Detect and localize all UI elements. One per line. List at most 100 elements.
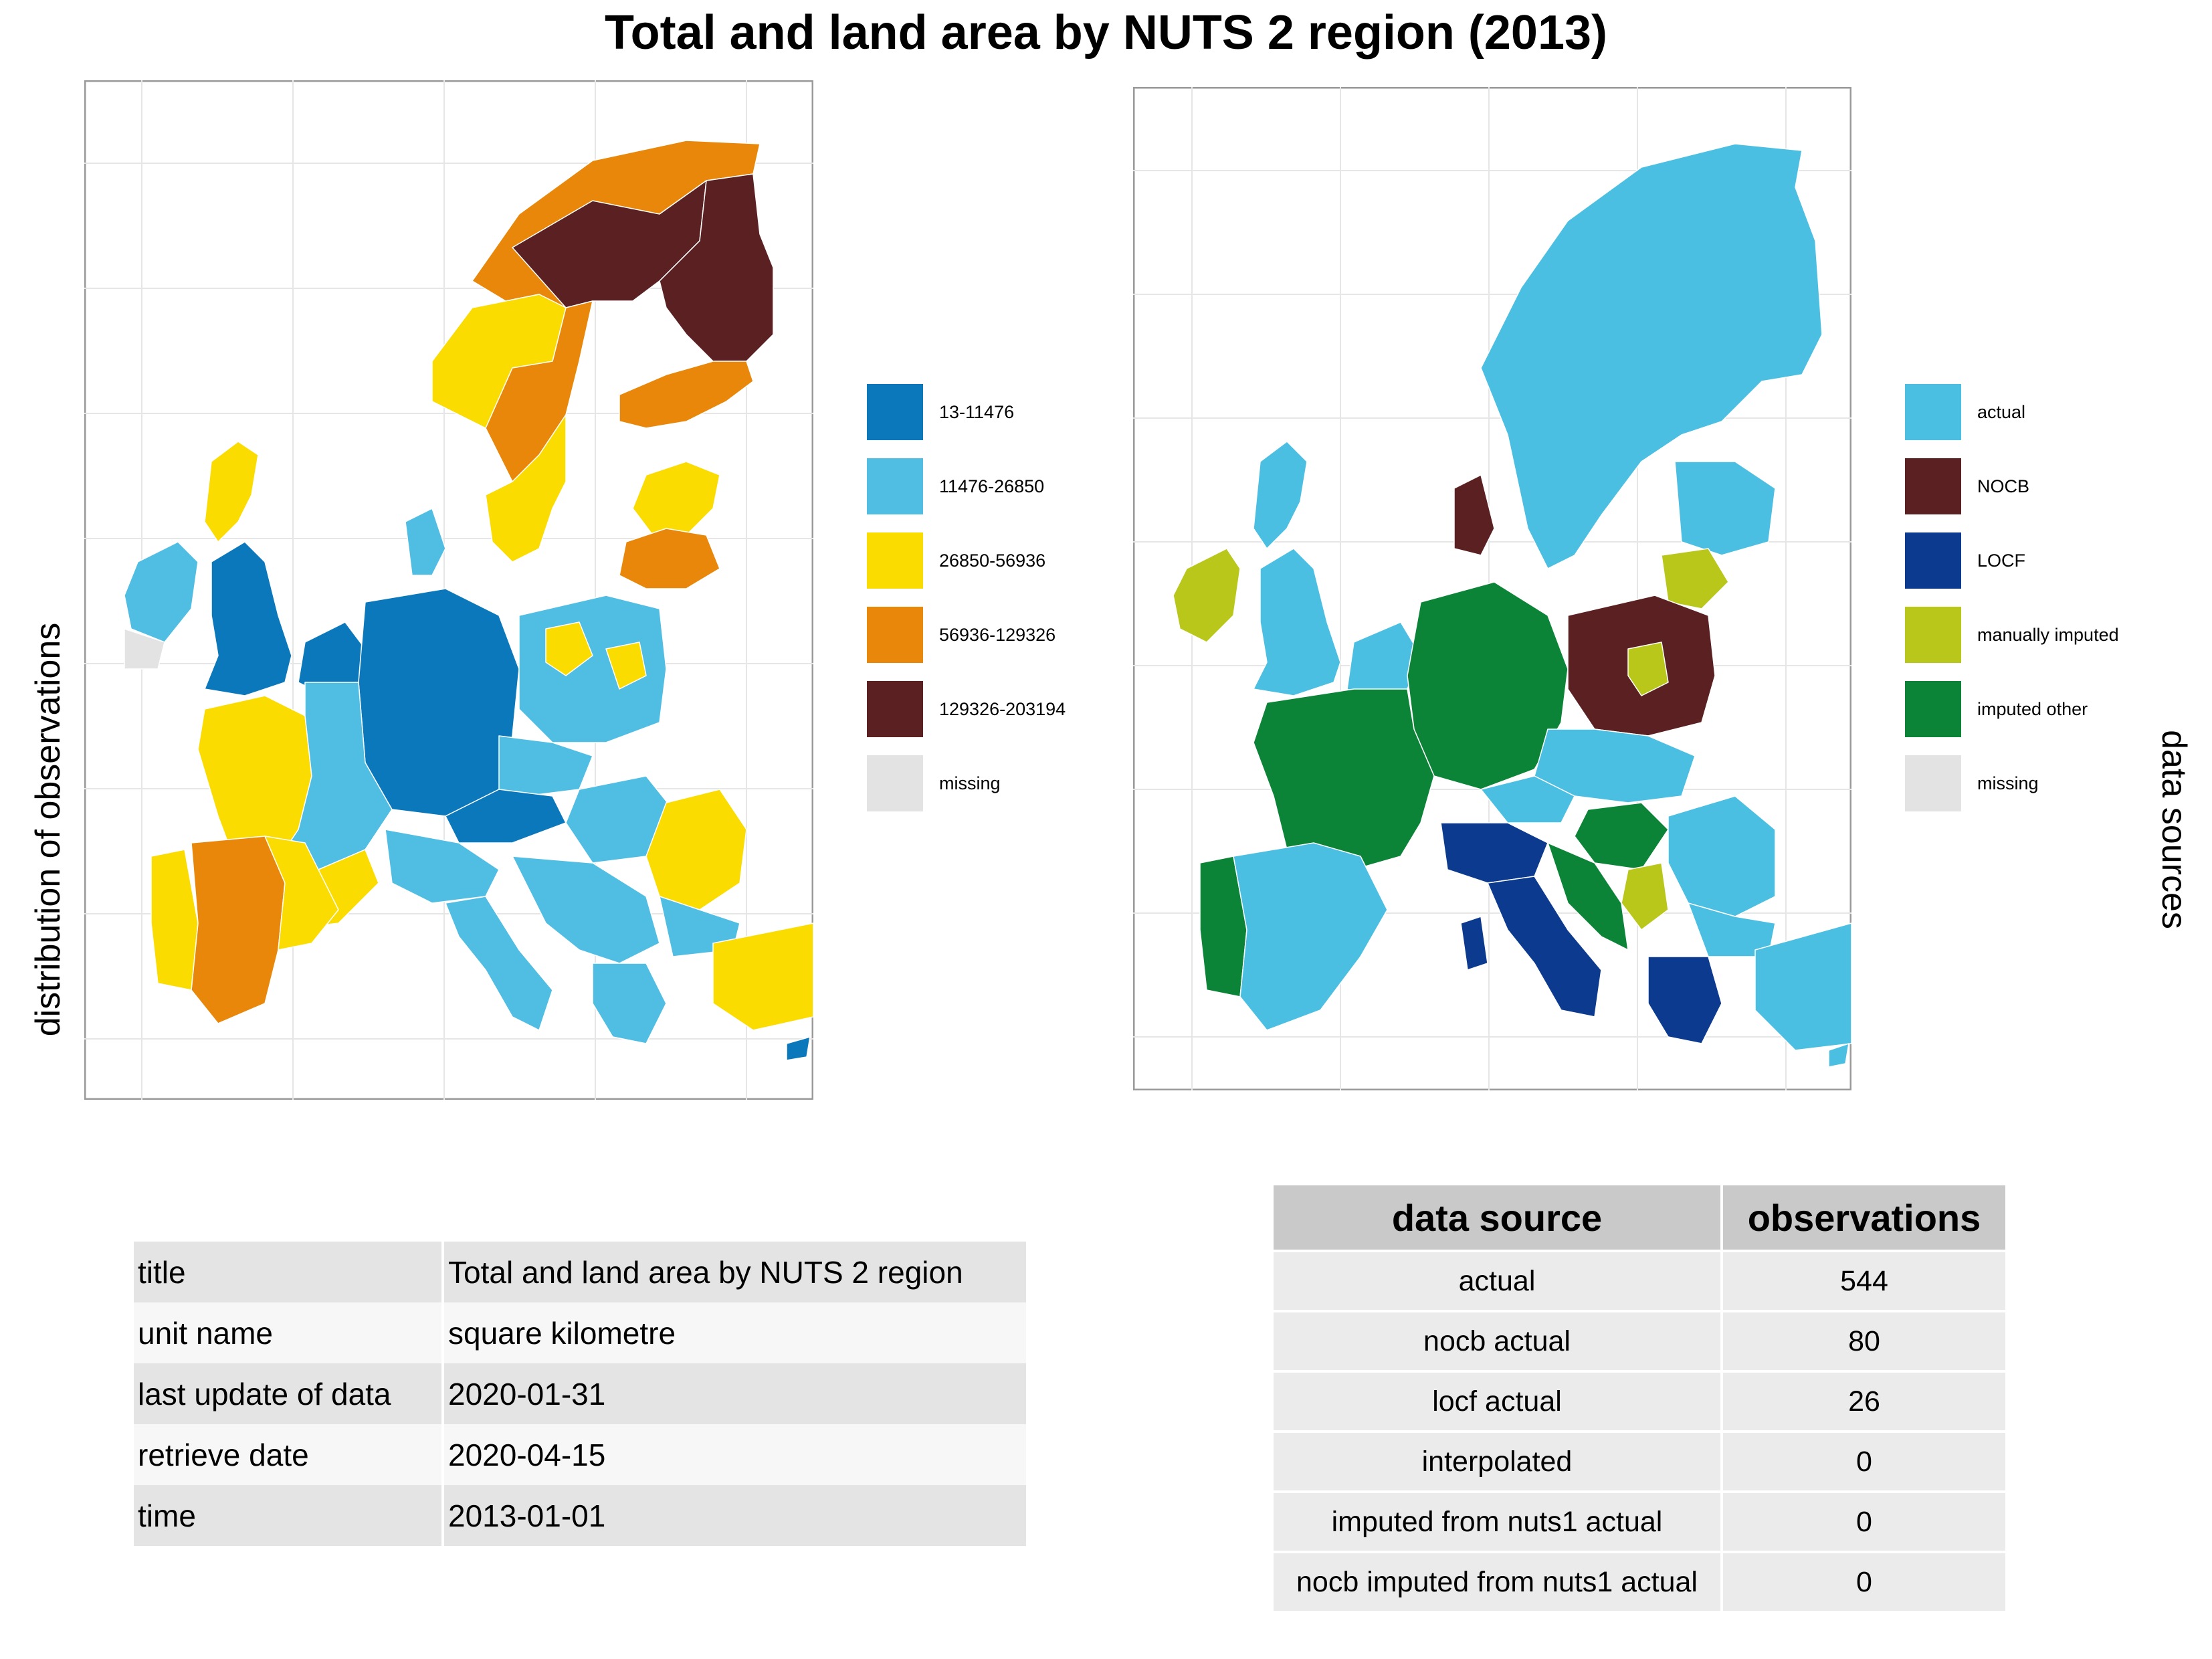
source-name: actual — [1274, 1250, 1723, 1311]
left-region-sweden-south — [485, 414, 567, 563]
source-count: 0 — [1722, 1490, 2005, 1552]
meta-key: title — [134, 1242, 444, 1302]
right-region-germany — [1407, 581, 1569, 790]
left-region-finland-south — [619, 361, 754, 429]
left-legend-swatch — [867, 458, 923, 514]
left-legend-item: 129326-203194 — [867, 681, 1175, 741]
right-legend-label: imputed other — [1977, 699, 2088, 719]
right-region-scotland — [1253, 441, 1308, 549]
right-legend-item: LOCF — [1905, 532, 2212, 593]
right-region-ireland — [1173, 548, 1241, 643]
header-data-source: data source — [1274, 1185, 1723, 1251]
left-region-turkey — [712, 922, 813, 1031]
right-region-romania — [1668, 795, 1776, 917]
right-region-spain — [1233, 842, 1388, 1031]
table-row: nocb actual 80 — [1274, 1310, 2005, 1371]
left-legend-label: missing — [939, 773, 1001, 793]
left-legend-swatch — [867, 681, 923, 737]
meta-key: last update of data — [134, 1363, 444, 1424]
meta-key: time — [134, 1485, 444, 1546]
left-region-balkans — [512, 856, 660, 964]
left-legend-label: 13-11476 — [939, 402, 1015, 422]
right-legend-label: actual — [1977, 402, 2026, 422]
left-region-romania — [645, 789, 747, 910]
right-region-denmark — [1453, 474, 1495, 556]
meta-value: square kilometre — [443, 1302, 1026, 1363]
table-row: time 2013-01-01 — [134, 1485, 1026, 1546]
source-count: 0 — [1722, 1551, 2005, 1611]
meta-value: 2013-01-01 — [443, 1485, 1026, 1546]
left-legend-item: 56936-129326 — [867, 607, 1175, 667]
left-region-ireland — [124, 541, 199, 643]
left-region-baltics — [632, 461, 720, 536]
table-header-row: data source observations — [1274, 1185, 2005, 1251]
right-region-serbia-manual — [1621, 862, 1669, 931]
left-region-scotland — [204, 441, 259, 543]
source-name: nocb actual — [1274, 1310, 1723, 1371]
table-row: actual 544 — [1274, 1250, 2005, 1311]
left-legend-item: missing — [867, 755, 1175, 815]
source-count: 80 — [1722, 1310, 2005, 1371]
left-legend-label: 56936-129326 — [939, 625, 1056, 645]
right-legend-item: actual — [1905, 384, 2212, 444]
right-legend-label: LOCF — [1977, 551, 2026, 571]
left-region-spain-yellow — [264, 836, 339, 951]
left-legend-label: 129326-203194 — [939, 699, 1066, 719]
left-region-england — [204, 541, 292, 696]
left-legend-item: 26850-56936 — [867, 532, 1175, 593]
source-name: nocb imputed from nuts1 actual — [1274, 1551, 1723, 1611]
page-title: Total and land area by NUTS 2 region (20… — [604, 6, 1608, 60]
right-region-lithuania-manual — [1661, 548, 1729, 609]
right-region-scandinavia — [1480, 143, 1823, 569]
left-map — [84, 80, 813, 1100]
right-legend-swatch — [1905, 755, 1961, 811]
source-count: 26 — [1722, 1370, 2005, 1432]
right-legend-item: NOCB — [1905, 458, 2212, 518]
left-legend: 13-11476 11476-26850 26850-56936 56936-1… — [867, 384, 1181, 812]
left-region-denmark — [405, 508, 446, 576]
right-region-france — [1253, 688, 1435, 877]
right-region-baltics — [1674, 461, 1776, 556]
meta-value: 2020-01-31 — [443, 1363, 1026, 1424]
left-region-cyprus — [786, 1036, 811, 1061]
left-region-germany — [358, 588, 520, 817]
source-name: interpolated — [1274, 1430, 1723, 1492]
left-legend-swatch — [867, 607, 923, 663]
right-legend-swatch — [1905, 384, 1961, 440]
left-legend-item: 13-11476 — [867, 384, 1175, 444]
table-row: last update of data 2020-01-31 — [134, 1363, 1026, 1424]
meta-value: Total and land area by NUTS 2 region — [443, 1242, 1026, 1302]
left-region-poland-yellow — [545, 621, 593, 676]
left-legend-label: 26850-56936 — [939, 551, 1046, 571]
right-region-austria — [1480, 775, 1575, 823]
right-legend-item: manually imputed — [1905, 607, 2212, 667]
left-legend-swatch — [867, 532, 923, 589]
right-region-croatia — [1547, 842, 1629, 951]
table-row: nocb imputed from nuts1 actual 0 — [1274, 1551, 2005, 1611]
header-observations: observations — [1722, 1185, 2005, 1251]
table-row: locf actual 26 — [1274, 1370, 2005, 1432]
source-name: imputed from nuts1 actual — [1274, 1490, 1723, 1552]
left-legend-label: 11476-26850 — [939, 476, 1045, 496]
right-region-bulgaria — [1688, 902, 1776, 957]
left-region-finland-north — [659, 173, 774, 362]
right-region-sardinia — [1460, 916, 1488, 971]
meta-key: unit name — [134, 1302, 444, 1363]
left-region-lithuania — [619, 528, 720, 589]
meta-key: retrieve date — [134, 1424, 444, 1485]
right-map-svg — [1133, 87, 1851, 1090]
left-legend-item: 11476-26850 — [867, 458, 1175, 518]
table-row: retrieve date 2020-04-15 — [134, 1424, 1026, 1485]
meta-value: 2020-04-15 — [443, 1424, 1026, 1485]
right-legend-swatch — [1905, 532, 1961, 589]
left-axis-label: distribution of observations — [29, 622, 68, 1037]
metadata-table: title Total and land area by NUTS 2 regi… — [134, 1242, 1026, 1546]
right-legend-swatch — [1905, 458, 1961, 514]
left-region-ireland-missing — [124, 628, 165, 670]
right-region-cyprus — [1828, 1043, 1849, 1068]
right-region-italy-south — [1487, 876, 1602, 1017]
right-legend-swatch — [1905, 681, 1961, 737]
left-region-poland-yellow-2 — [605, 642, 647, 690]
left-map-svg — [84, 80, 813, 1100]
table-row: title Total and land area by NUTS 2 regi… — [134, 1242, 1026, 1302]
